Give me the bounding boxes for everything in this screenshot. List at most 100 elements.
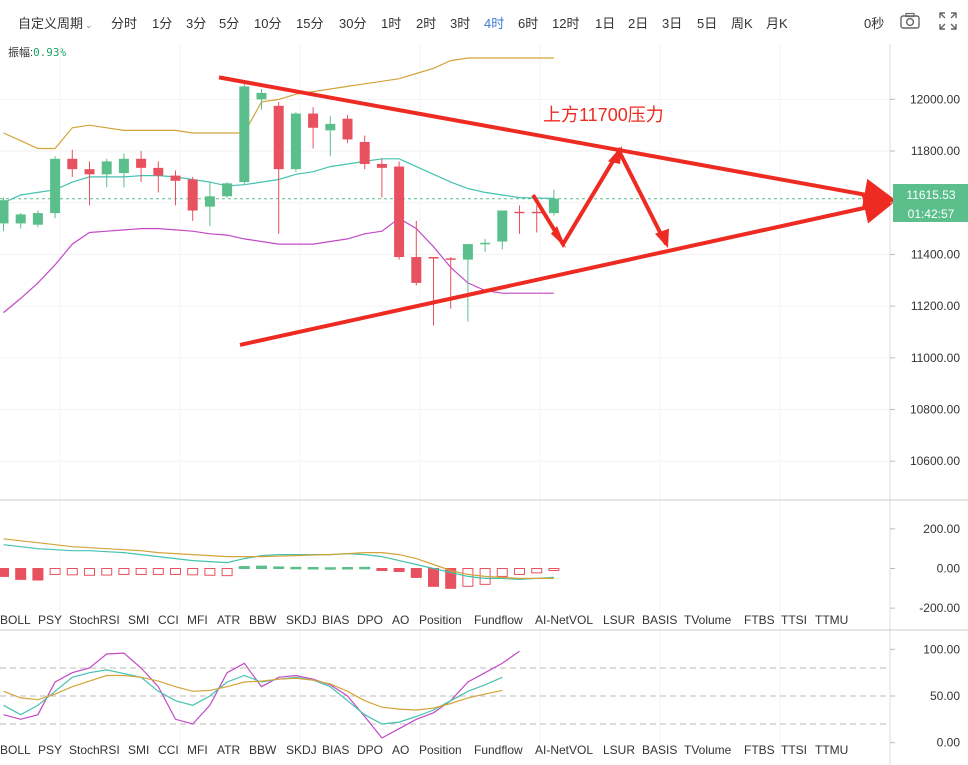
macd-tick-label: 0.00 (937, 562, 961, 576)
indicator-tab[interactable]: AO (392, 743, 410, 757)
interval-tab[interactable]: 1分 (152, 16, 173, 31)
indicator-tab[interactable]: SKDJ (286, 613, 317, 627)
indicator-tab[interactable]: TVolume (684, 613, 732, 627)
interval-tab[interactable]: 30分 (339, 16, 367, 31)
candle-body (514, 211, 525, 214)
interval-tab[interactable]: 12时 (552, 16, 580, 31)
indicator-tab[interactable]: BBW (249, 613, 277, 627)
indicator-tab[interactable]: MFI (187, 613, 208, 627)
indicator-tab[interactable]: TTSI (781, 613, 807, 627)
interval-tab[interactable]: 2日 (628, 16, 649, 31)
indicator-tab[interactable]: StochRSI (69, 613, 120, 627)
candle-body (342, 118, 353, 140)
indicator-tab[interactable]: Fundflow (474, 613, 523, 627)
candle-body (376, 163, 387, 168)
kdj-k-line (3, 650, 520, 739)
interval-tab[interactable]: 3分 (186, 16, 207, 31)
macd-histogram-bar (221, 568, 233, 577)
indicator-tab[interactable]: SMI (128, 743, 150, 757)
candle-body (256, 92, 267, 100)
indicator-tab[interactable]: DPO (357, 613, 384, 627)
indicator-tab[interactable]: ATR (217, 613, 241, 627)
seconds-selector[interactable]: 0秒 (864, 16, 885, 31)
indicator-tab[interactable]: TTSI (781, 743, 807, 757)
annotations: 上方11700压力 (218, 75, 896, 347)
indicator-tab[interactable]: AI-NetVOL (535, 613, 594, 627)
interval-tab[interactable]: 分时 (111, 16, 138, 31)
interval-tab[interactable]: 1日 (595, 16, 616, 31)
interval-tab[interactable]: 2时 (416, 16, 437, 31)
indicator-tab[interactable]: PSY (38, 743, 63, 757)
candle-body (445, 258, 456, 260)
indicator-tab[interactable]: PSY (38, 613, 63, 627)
indicator-tab[interactable]: FTBS (744, 613, 775, 627)
indicator-tab[interactable]: CCI (158, 743, 179, 757)
indicator-tab[interactable]: TVolume (684, 743, 732, 757)
candle-body (290, 113, 301, 170)
amplitude-value: 0.93% (33, 46, 67, 59)
candle-body (136, 158, 147, 168)
indicator-tab[interactable]: BASIS (642, 613, 678, 627)
macd-histogram-bar (342, 567, 353, 570)
indicator-tab[interactable]: ATR (217, 743, 241, 757)
interval-tab[interactable]: 15分 (296, 16, 324, 31)
macd-histogram-bar (393, 568, 405, 572)
macd-histogram-bar (238, 566, 250, 569)
candle-body (153, 167, 164, 176)
fullscreen-icon[interactable] (937, 10, 959, 32)
macd-histogram-bar (66, 568, 78, 576)
macd-histogram-bar (514, 568, 525, 575)
interval-tab[interactable]: 3时 (450, 16, 471, 31)
interval-tab[interactable]: 5日 (697, 16, 718, 31)
indicator-tab[interactable]: CCI (158, 613, 179, 627)
indicator-tab[interactable]: BASIS (642, 743, 678, 757)
indicator-tab[interactable]: BBW (249, 743, 277, 757)
zigzag-arrowhead (551, 226, 566, 248)
price-tick-label: 12000.00 (910, 92, 960, 106)
interval-tab[interactable]: 10分 (254, 16, 282, 31)
interval-tab[interactable]: 1时 (381, 16, 402, 31)
macd-histogram-bar (410, 568, 422, 578)
indicator-tab[interactable]: Position (419, 613, 462, 627)
macd-histogram-bar (204, 568, 216, 576)
amplitude-readout: 振幅:0.93% (8, 44, 66, 60)
indicator-tab[interactable]: AO (392, 613, 410, 627)
interval-tab[interactable]: 周K (731, 16, 753, 31)
interval-tab[interactable]: 3日 (662, 16, 683, 31)
interval-tab[interactable]: 月K (766, 16, 788, 31)
indicator-tab[interactable]: TTMU (815, 743, 849, 757)
indicator-tab[interactable]: BIAS (322, 613, 350, 627)
indicator-tab[interactable]: SKDJ (286, 743, 317, 757)
indicator-tab[interactable]: StochRSI (69, 743, 120, 757)
indicator-tab[interactable]: SMI (128, 613, 150, 627)
indicator-tab[interactable]: Position (419, 743, 462, 757)
interval-tab[interactable]: 5分 (219, 16, 240, 31)
indicator-tab[interactable]: Fundflow (474, 743, 523, 757)
candle-body (239, 86, 250, 183)
interval-tab[interactable]: 4时 (484, 16, 505, 31)
indicator-tab[interactable]: LSUR (603, 743, 636, 757)
kdj-panel: 100.00 50.00 0.00 (0, 642, 960, 750)
indicator-tab[interactable]: LSUR (603, 613, 636, 627)
indicator-tab[interactable]: TTMU (815, 613, 849, 627)
macd-histogram-bar (359, 566, 371, 570)
candle-body (187, 179, 198, 211)
kdj-j-line (3, 674, 503, 711)
indicator-tab[interactable]: BOLL (0, 613, 31, 627)
candle-body (531, 211, 542, 214)
indicator-tab[interactable]: DPO (357, 743, 384, 757)
interval-tab[interactable]: 6时 (518, 16, 539, 31)
indicator-tab[interactable]: AI-NetVOL (535, 743, 594, 757)
macd-histogram-bar (32, 568, 44, 581)
price-tick-label: 11200.00 (911, 299, 960, 313)
candle-body (0, 200, 9, 224)
candle-body (480, 242, 491, 245)
custom-period-dropdown[interactable]: 自定义周期 ⌄ (18, 13, 93, 32)
grid (0, 44, 968, 765)
indicator-tab[interactable]: BIAS (322, 743, 350, 757)
indicator-tab[interactable]: FTBS (744, 743, 775, 757)
indicator-tab[interactable]: BOLL (0, 743, 31, 757)
indicator-tab[interactable]: MFI (187, 743, 208, 757)
camera-icon[interactable] (899, 10, 921, 32)
